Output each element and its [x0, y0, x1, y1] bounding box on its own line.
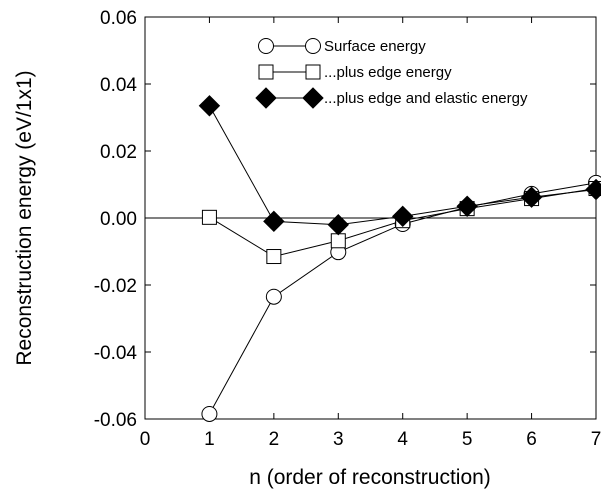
data-point-series-2 — [266, 249, 282, 265]
data-point-series-3 — [585, 178, 601, 201]
data-point-series-1 — [265, 288, 282, 305]
x-tick-label: 1 — [204, 429, 215, 450]
data-point-series-1 — [201, 405, 218, 422]
x-tick-label: 5 — [462, 429, 473, 450]
data-point-series-3 — [392, 205, 414, 228]
x-tick-label: 3 — [333, 429, 344, 450]
y-tick-label: 0.06 — [100, 8, 137, 29]
x-tick-label: 4 — [397, 429, 408, 450]
data-point-series-3 — [263, 210, 285, 233]
y-tick-label: -0.06 — [94, 410, 137, 431]
legend-marker — [258, 64, 274, 80]
legend-marker — [305, 38, 321, 54]
y-tick-label: -0.04 — [94, 343, 138, 364]
data-point-series-3 — [456, 195, 478, 217]
x-axis-title: n (order of reconstruction) — [249, 466, 491, 489]
y-tick-label: 0.04 — [100, 75, 137, 96]
y-tick-label: -0.02 — [94, 276, 137, 297]
y-tick-label: 0.02 — [100, 142, 137, 163]
x-tick-label: 0 — [140, 429, 151, 450]
legend-label: Surface energy — [324, 38, 426, 55]
x-tick-label: 7 — [591, 429, 601, 450]
data-point-series-3 — [327, 213, 349, 236]
legend: Surface energy ...plus edge energy ...plus… — [255, 38, 528, 109]
data-point-series-2 — [330, 233, 346, 249]
data-point-series-3 — [198, 95, 221, 117]
legend-marker — [305, 64, 321, 80]
legend-marker — [255, 87, 277, 109]
data-point-series-3 — [520, 186, 543, 208]
x-tick-label: 2 — [269, 429, 280, 450]
y-tick-label: 0.00 — [100, 209, 137, 230]
tick-labels: 0 1 2 3 4 5 6 7 -0.06 -0.04 -0.02 0.00 0.02 0.04 0.06 — [94, 8, 601, 450]
legend-label: ...plus edge energy — [324, 64, 452, 81]
data-point-series-2 — [201, 209, 217, 225]
y-axis-title: Reconstruction energy (eV/1x1) — [13, 70, 36, 365]
data-markers — [198, 95, 601, 422]
legend-label: ...plus edge and elastic energy — [324, 90, 528, 107]
x-tick-label: 6 — [526, 429, 537, 450]
legend-marker — [302, 87, 324, 109]
legend-marker — [258, 38, 274, 54]
